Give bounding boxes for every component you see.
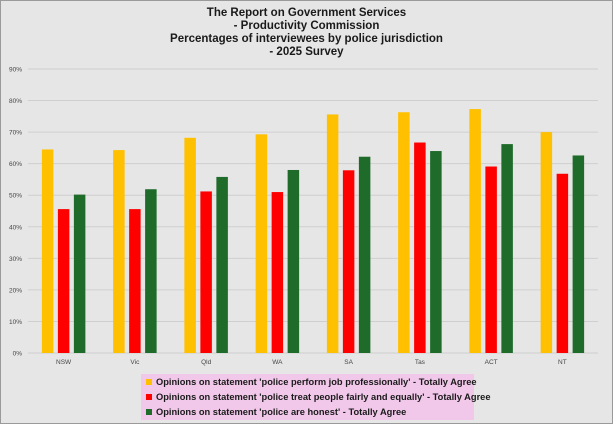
title-line-2: - Productivity Commission (233, 20, 380, 32)
legend-swatch-fairly (146, 394, 152, 400)
x-tick-label: NT (558, 359, 567, 366)
legend-label-fairly: Opinions on statement 'police treat peop… (156, 392, 491, 402)
x-tick-label: Qld (201, 359, 212, 366)
bar-nsw-series-2 (57, 209, 70, 353)
bar-act-series-3 (501, 144, 513, 353)
bar-sa-series-2 (342, 170, 355, 353)
x-tick-label: WA (272, 359, 283, 366)
y-tick-label: 90% (9, 67, 22, 74)
bar-wa-series-1 (255, 134, 268, 353)
bar-act-series-1 (469, 109, 481, 353)
bar-qld-series-2 (200, 191, 212, 353)
y-tick-label: 70% (9, 130, 22, 137)
bar-nt-series-1 (540, 132, 553, 353)
y-tick-label: 20% (9, 287, 22, 294)
y-tick-label: 30% (9, 256, 22, 263)
title-line-1: The Report on Government Services (206, 7, 407, 19)
legend-item-professionally: Opinions on statement 'police perform jo… (146, 375, 477, 389)
y-tick-label: 80% (9, 98, 22, 105)
bar-tas-series-2 (414, 142, 426, 353)
bar-vic-series-3 (145, 189, 157, 353)
bar-nsw-series-3 (73, 194, 86, 353)
bar-qld-series-1 (184, 137, 196, 353)
legend-swatch-honest (146, 409, 152, 415)
bar-nt-series-2 (556, 173, 569, 353)
legend-label-professionally: Opinions on statement 'police perform jo… (156, 377, 477, 387)
x-tick-label: Vic (130, 359, 140, 366)
x-tick-label: NSW (56, 359, 72, 366)
bar-tas-series-3 (430, 151, 442, 353)
y-tick-label: 50% (9, 193, 22, 200)
bar-nsw-series-1 (41, 149, 54, 353)
bar-wa-series-2 (271, 192, 284, 353)
x-tick-label: SA (344, 359, 353, 366)
bar-nt-series-3 (572, 155, 585, 353)
y-tick-label: 40% (9, 224, 22, 231)
bar-act-series-2 (485, 166, 497, 353)
bar-sa-series-1 (326, 114, 339, 353)
legend-item-honest: Opinions on statement 'police are honest… (146, 405, 406, 419)
y-tick-label: 0% (13, 351, 23, 358)
bar-qld-series-3 (216, 176, 228, 353)
legend-label-honest: Opinions on statement 'police are honest… (156, 407, 407, 417)
legend-swatch-professionally (146, 379, 152, 385)
chart-title: The Report on Government Services - Prod… (0, 7, 613, 59)
bar-vic-series-2 (129, 209, 141, 353)
bar-tas-series-1 (398, 112, 410, 353)
y-tick-label: 60% (9, 161, 22, 168)
x-tick-label: Tas (415, 359, 426, 366)
legend: Opinions on statement 'police perform jo… (141, 374, 491, 420)
bar-sa-series-3 (358, 156, 371, 353)
y-tick-label: 10% (9, 319, 22, 326)
x-tick-label: ACT (485, 359, 498, 366)
title-line-3: Percentages of interviewees by police ju… (170, 33, 443, 45)
title-line-4: - 2025 Survey (269, 46, 344, 58)
legend-item-fairly: Opinions on statement 'police treat peop… (146, 390, 491, 404)
bar-wa-series-3 (287, 169, 300, 353)
bar-vic-series-1 (113, 150, 125, 353)
